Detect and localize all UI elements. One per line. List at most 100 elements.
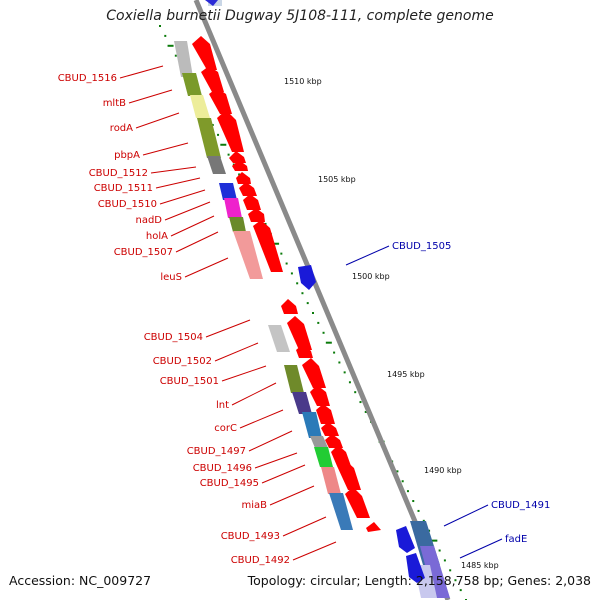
genome-summary-text: Topology: circular; Length: 2,158,758 bp… xyxy=(247,573,591,588)
leader-line xyxy=(261,464,306,484)
gene-label: CBUD_1496 xyxy=(193,463,252,474)
forward-gene-arrow xyxy=(248,208,265,222)
gene-label: leuS xyxy=(160,272,182,283)
leader-line xyxy=(239,409,284,429)
gene-label: CBUD_1493 xyxy=(221,531,280,542)
feature-box xyxy=(174,41,193,77)
feature-boxes xyxy=(174,41,450,598)
forward-gene-arrow xyxy=(321,422,339,436)
label-leader-lines xyxy=(119,65,503,561)
feature-box xyxy=(268,325,290,352)
tick-label: 1495 kbp xyxy=(387,370,425,379)
forward-gene-arrow xyxy=(287,316,312,350)
leader-line xyxy=(221,365,267,382)
leader-line xyxy=(292,541,337,561)
gene-arrows xyxy=(192,36,425,583)
clipped-gene-arrow xyxy=(205,0,218,6)
forward-gene-arrow xyxy=(316,404,335,424)
leader-line xyxy=(135,112,180,129)
forward-gene-arrow xyxy=(345,487,370,518)
forward-gene-arrow xyxy=(253,220,283,272)
feature-box xyxy=(314,447,333,467)
gene-label: CBUD_1492 xyxy=(231,555,290,566)
forward-gene-labels: CBUD_1516 mltB rodA pbpA CBUD_1512 CBUD_… xyxy=(58,73,290,566)
leader-line xyxy=(170,215,215,237)
leader-line xyxy=(214,342,259,362)
gene-label: CBUD_1511 xyxy=(94,183,153,194)
gene-label: CBUD_1502 xyxy=(153,356,212,367)
forward-gene-arrow xyxy=(310,385,330,406)
accession-text: Accession: NC_009727 xyxy=(9,573,152,588)
leader-line xyxy=(175,231,219,253)
forward-gene-arrow xyxy=(239,182,257,196)
tick-label: 1510 kbp xyxy=(284,77,322,86)
feature-box xyxy=(219,183,237,200)
gene-label: CBUD_1510 xyxy=(98,199,157,210)
tick-label: 1505 kbp xyxy=(318,175,356,184)
leader-line xyxy=(119,65,164,79)
forward-gene-arrow xyxy=(232,160,248,171)
forward-gene-arrow xyxy=(337,460,361,490)
feature-box xyxy=(292,392,312,414)
leader-line xyxy=(128,89,173,104)
leader-line xyxy=(254,452,298,469)
forward-gene-arrow xyxy=(201,66,224,92)
genome-backbone xyxy=(193,0,451,601)
gene-label: CBUD_1504 xyxy=(144,332,203,343)
gene-label: holA xyxy=(146,231,168,242)
gene-label: nadD xyxy=(135,215,162,226)
feature-box xyxy=(182,73,202,96)
forward-gene-arrow xyxy=(296,344,313,358)
leader-line xyxy=(282,516,327,537)
gene-label: CBUD_1497 xyxy=(187,446,246,457)
feature-box xyxy=(190,95,210,118)
forward-gene-arrow xyxy=(325,434,343,448)
gene-label: rodA xyxy=(110,123,133,134)
gene-label: CBUD_1516 xyxy=(58,73,117,84)
forward-gene-arrow xyxy=(331,445,351,466)
feature-box xyxy=(420,546,450,598)
forward-gene-arrow xyxy=(366,522,381,532)
feature-box xyxy=(197,118,221,158)
leader-line xyxy=(159,189,206,205)
leader-line xyxy=(150,166,197,174)
leader-line xyxy=(205,319,251,338)
forward-gene-arrow xyxy=(229,151,246,163)
gene-label: pbpA xyxy=(114,150,140,161)
leader-line xyxy=(231,382,277,406)
tick-label: 1490 kbp xyxy=(424,466,462,475)
leader-line xyxy=(142,142,189,156)
tick-label: 1485 kbp xyxy=(461,561,499,570)
gene-label: CBUD_1491 xyxy=(491,500,550,511)
map-title: Coxiella burnetii Dugway 5J108-111, comp… xyxy=(106,8,494,24)
forward-gene-arrow xyxy=(243,194,261,210)
leader-line xyxy=(269,485,315,506)
tick-label: 1500 kbp xyxy=(352,272,390,281)
leader-line xyxy=(459,538,503,559)
reverse-gene-labels: CBUD_1505 CBUD_1491 fadE xyxy=(392,241,550,545)
feature-box xyxy=(233,231,263,279)
gene-label: corC xyxy=(214,423,237,434)
gene-label: CBUD_1495 xyxy=(200,478,259,489)
gene-label: CBUD_1507 xyxy=(114,247,173,258)
feature-box xyxy=(329,493,353,530)
gene-label: fadE xyxy=(505,534,527,545)
forward-gene-arrow xyxy=(209,88,232,114)
gene-label: CBUD_1512 xyxy=(89,168,148,179)
feature-box xyxy=(229,217,246,232)
forward-gene-arrow xyxy=(281,299,298,314)
reverse-gene-arrow xyxy=(396,526,415,553)
forward-gene-arrow xyxy=(217,110,244,152)
reverse-gene-arrow xyxy=(406,553,425,583)
feature-box xyxy=(284,365,304,393)
leader-line xyxy=(248,430,293,452)
feature-box xyxy=(321,467,341,494)
reverse-gene-arrow xyxy=(298,265,316,290)
gene-label: CBUD_1501 xyxy=(160,376,219,387)
feature-box xyxy=(207,156,226,174)
feature-box xyxy=(302,412,322,438)
feature-box xyxy=(224,198,242,218)
feature-box xyxy=(310,436,328,448)
